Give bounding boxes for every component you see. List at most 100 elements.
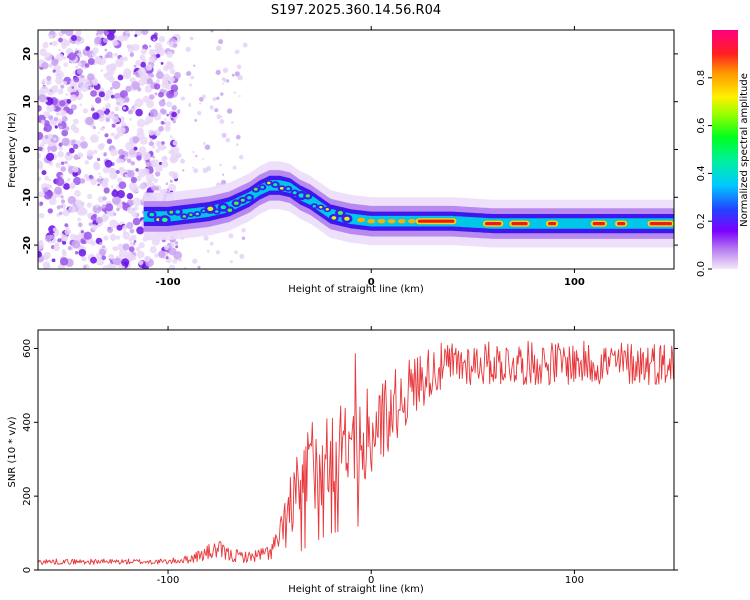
noise-dot: [148, 179, 153, 183]
noise-dot: [44, 134, 49, 139]
noise-dot: [216, 114, 222, 120]
noise-dot: [107, 263, 113, 269]
noise-dot: [72, 71, 76, 75]
y-tick-label: 200: [22, 487, 33, 506]
noise-dot: [72, 171, 78, 177]
noise-dot: [186, 71, 192, 76]
noise-dot: [177, 109, 181, 113]
noise-dot: [169, 179, 173, 183]
noise-dot: [148, 45, 152, 48]
noise-dot: [180, 158, 186, 164]
noise-dot: [60, 174, 64, 178]
noise-dot: [46, 152, 55, 161]
noise-dot: [61, 234, 69, 242]
noise-dot: [87, 73, 95, 81]
noise-dot: [90, 178, 97, 185]
noise-dot: [120, 159, 125, 164]
noise-dot: [74, 251, 79, 255]
noise-dot: [80, 230, 84, 234]
noise-dot: [71, 123, 75, 127]
noise-dot: [110, 94, 115, 99]
noise-dot: [127, 206, 134, 214]
noise-dot: [115, 157, 122, 164]
noise-dot: [170, 76, 176, 82]
snr-line: [38, 340, 674, 565]
ridge-peak-core: [511, 222, 528, 226]
noise-dot: [48, 197, 57, 206]
noise-dot: [161, 155, 168, 162]
colorbar-tick-label: 0.2: [696, 213, 707, 229]
noise-dot: [103, 235, 109, 241]
noise-dot: [138, 242, 145, 249]
noise-dot: [80, 141, 88, 149]
colorbar-tick-label: 0.4: [696, 165, 707, 181]
noise-dot: [171, 171, 179, 180]
noise-dot: [166, 101, 173, 108]
noise-dot: [142, 151, 151, 161]
noise-dot: [96, 178, 102, 183]
noise-dot: [90, 134, 99, 143]
noise-dot: [40, 119, 46, 125]
noise-dot: [95, 204, 99, 208]
noise-dot: [42, 42, 49, 49]
noise-dot: [158, 126, 164, 132]
noise-dot: [117, 74, 124, 81]
noise-dot: [113, 257, 122, 266]
noise-dot: [38, 165, 44, 170]
noise-dot: [53, 64, 62, 72]
noise-dot: [156, 71, 164, 80]
noise-dot: [138, 146, 147, 154]
noise-dot: [98, 172, 101, 176]
noise-dot: [234, 250, 238, 254]
noise-dot: [90, 90, 97, 97]
noise-dot: [145, 173, 155, 183]
noise-dot: [136, 155, 142, 161]
ridge-blob-core: [337, 210, 343, 215]
noise-dot: [125, 30, 130, 34]
colorbar-ticks: 0.0 0.2 0.4 0.6 0.8: [696, 70, 712, 277]
noise-dot: [50, 145, 57, 152]
ridge-blob-core: [220, 205, 226, 210]
noise-dot: [60, 195, 64, 199]
noise-dot: [221, 132, 227, 139]
noise-dot: [104, 133, 109, 138]
noise-dot: [161, 160, 169, 168]
noise-dot: [222, 173, 225, 176]
noise-dot: [38, 191, 45, 198]
noise-dot: [66, 99, 72, 104]
noise-dot: [105, 89, 114, 98]
noise-dot: [137, 168, 147, 178]
noise-dot: [82, 108, 89, 114]
noise-dot: [225, 137, 231, 143]
noise-dot: [75, 36, 82, 42]
noise-dot: [234, 71, 240, 77]
noise-dot: [102, 196, 107, 201]
y-tick-label: -10: [22, 188, 33, 206]
noise-dot: [236, 134, 241, 140]
noise-dot: [133, 64, 137, 68]
noise-dot: [121, 122, 126, 127]
noise-dot: [145, 64, 153, 71]
noise-dot: [152, 145, 156, 149]
noise-dot: [93, 161, 99, 167]
noise-dot: [70, 124, 77, 131]
noise-dot: [59, 100, 66, 107]
ridge-peak-core: [617, 222, 626, 226]
noise-dot: [151, 182, 155, 186]
noise-dot: [97, 183, 100, 187]
noise-dot: [153, 38, 156, 41]
noise-dot: [100, 69, 104, 72]
noise-dot: [44, 176, 50, 181]
noise-dot: [108, 253, 115, 260]
ridge-blob-core: [344, 216, 350, 221]
noise-dot: [129, 241, 134, 246]
noise-dot: [158, 161, 163, 166]
noise-dot: [49, 89, 53, 93]
noise-dot: [167, 183, 177, 193]
noise-dot: [185, 46, 191, 52]
noise-dot: [222, 78, 227, 83]
noise-dot: [58, 146, 63, 151]
noise-dot: [85, 116, 94, 126]
noise-dot: [50, 119, 55, 124]
